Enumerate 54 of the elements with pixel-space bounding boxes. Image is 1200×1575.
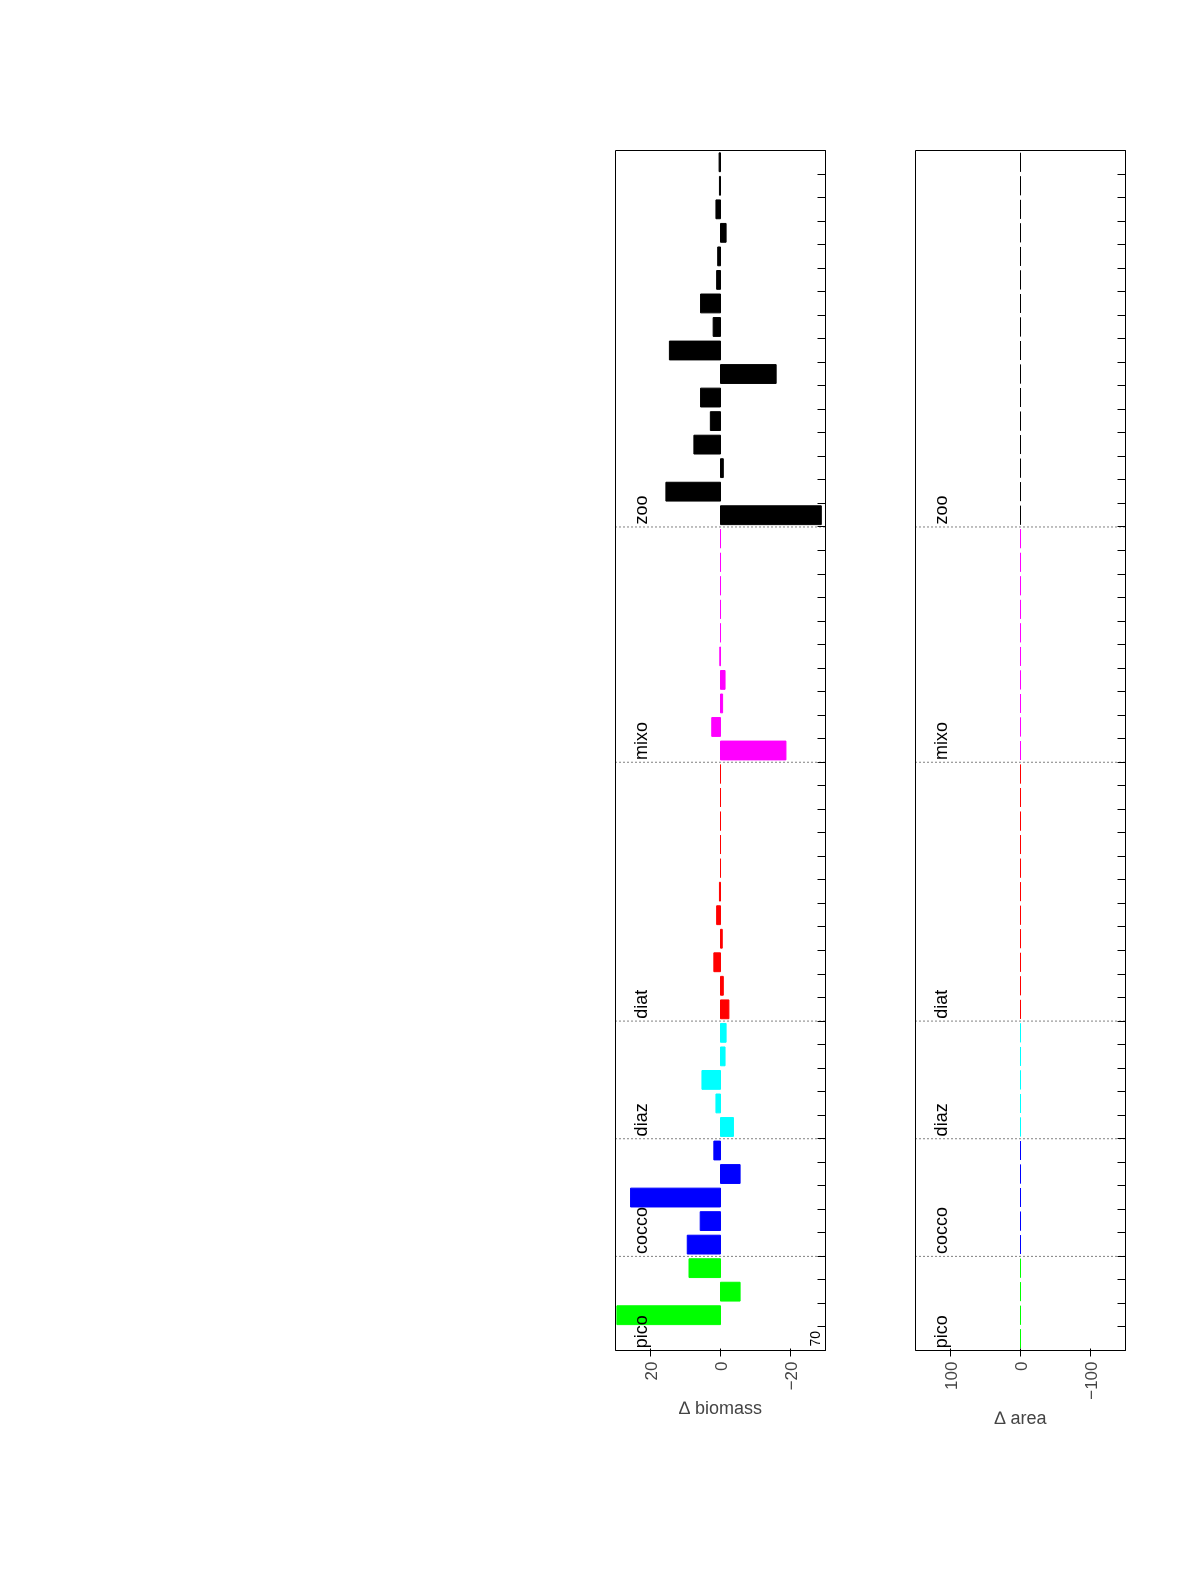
bar xyxy=(717,246,721,267)
bar xyxy=(700,293,721,314)
annotation: pico xyxy=(631,1315,652,1349)
annotation: zoo xyxy=(931,495,952,525)
annotation: 70 xyxy=(807,1330,823,1347)
bar xyxy=(720,1046,726,1067)
x-tick-label: 0 xyxy=(1011,1361,1031,1371)
bar xyxy=(688,1258,721,1279)
annotation: mixo xyxy=(931,721,952,760)
x-axis-title: ∆ area xyxy=(994,1407,1048,1428)
bar xyxy=(715,199,721,220)
annotation: diaz xyxy=(931,1103,952,1137)
bar xyxy=(693,434,721,455)
bar xyxy=(713,1140,721,1161)
bar xyxy=(720,740,787,761)
bar xyxy=(700,387,721,408)
bar xyxy=(701,1070,721,1090)
bar xyxy=(668,340,721,361)
bar xyxy=(716,270,721,290)
bar xyxy=(686,1234,721,1255)
x-tick-label: −100 xyxy=(1081,1361,1101,1400)
bar xyxy=(699,1211,721,1231)
annotation: zoo xyxy=(631,495,652,525)
annotation: pico xyxy=(931,1315,952,1349)
bar xyxy=(713,952,721,973)
bar xyxy=(720,1281,741,1302)
x-axis-title: ∆ biomass xyxy=(678,1398,763,1419)
bar xyxy=(720,458,724,479)
annotation: diat xyxy=(631,989,652,1019)
bar xyxy=(720,364,777,384)
annotation: diat xyxy=(931,989,952,1019)
bar xyxy=(712,317,721,337)
annotation: mixo xyxy=(631,721,652,760)
bar xyxy=(709,411,721,431)
bar xyxy=(720,1117,734,1137)
bar xyxy=(711,717,721,737)
bar xyxy=(720,975,724,996)
annotation: cocco xyxy=(631,1207,652,1255)
bar xyxy=(720,693,724,714)
x-tick-label: 20 xyxy=(641,1361,661,1381)
annotation: diaz xyxy=(631,1103,652,1137)
bar xyxy=(720,999,730,1020)
bar xyxy=(720,1022,727,1043)
annotation: cocco xyxy=(931,1207,952,1255)
x-tick-label: 0 xyxy=(711,1361,731,1371)
bar xyxy=(716,905,721,926)
x-tick-label: −20 xyxy=(781,1361,801,1391)
bar xyxy=(665,481,721,502)
x-tick-label: 100 xyxy=(941,1361,961,1390)
bar xyxy=(715,1093,721,1114)
bar xyxy=(720,670,726,690)
bar xyxy=(720,1164,741,1184)
bar xyxy=(630,1187,721,1208)
bar xyxy=(720,222,727,243)
